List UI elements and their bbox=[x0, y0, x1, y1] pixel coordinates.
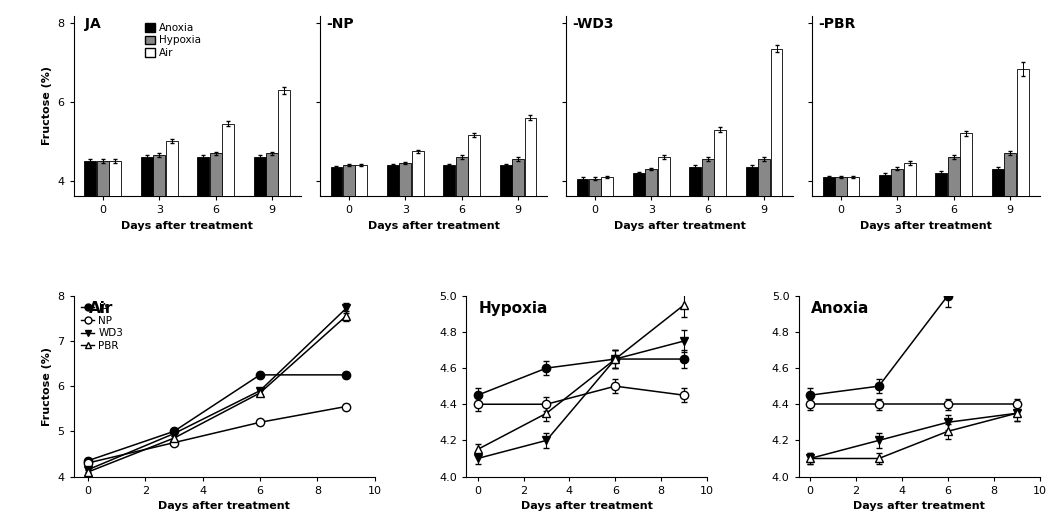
Bar bbox=[153, 155, 165, 338]
X-axis label: Days after treatment: Days after treatment bbox=[613, 221, 746, 231]
Bar bbox=[904, 163, 916, 338]
Bar bbox=[1004, 153, 1016, 338]
X-axis label: Days after treatment: Days after treatment bbox=[853, 501, 985, 511]
Text: Hypoxia: Hypoxia bbox=[478, 301, 547, 316]
Bar bbox=[343, 165, 355, 338]
Legend: JA, NP, WD3, PBR: JA, NP, WD3, PBR bbox=[79, 301, 125, 353]
Bar bbox=[109, 161, 121, 338]
Bar bbox=[387, 165, 399, 338]
X-axis label: Days after treatment: Days after treatment bbox=[159, 501, 290, 511]
Bar bbox=[166, 141, 177, 338]
Legend: Anoxia, Hypoxia, Air: Anoxia, Hypoxia, Air bbox=[143, 21, 204, 60]
Bar bbox=[758, 159, 770, 338]
Bar bbox=[602, 177, 613, 338]
Bar bbox=[589, 179, 601, 338]
Bar bbox=[835, 177, 847, 338]
Bar bbox=[746, 167, 758, 338]
Bar bbox=[141, 157, 152, 338]
Bar bbox=[633, 172, 645, 338]
Bar bbox=[948, 157, 960, 338]
Bar bbox=[525, 118, 537, 338]
Bar bbox=[443, 165, 456, 338]
Bar bbox=[500, 165, 511, 338]
Bar bbox=[512, 159, 524, 338]
Bar bbox=[646, 169, 657, 338]
Bar bbox=[84, 161, 97, 338]
Bar bbox=[456, 157, 467, 338]
Text: JA: JA bbox=[81, 17, 101, 32]
Text: -PBR: -PBR bbox=[819, 17, 856, 32]
Text: -NP: -NP bbox=[327, 17, 354, 32]
Bar bbox=[355, 165, 368, 338]
Bar bbox=[278, 90, 291, 338]
X-axis label: Days after treatment: Days after treatment bbox=[368, 221, 500, 231]
Bar bbox=[657, 157, 670, 338]
Bar bbox=[936, 172, 947, 338]
Bar bbox=[576, 179, 588, 338]
Bar bbox=[266, 153, 278, 338]
Bar bbox=[197, 157, 209, 338]
Text: -WD3: -WD3 bbox=[572, 17, 614, 32]
Bar bbox=[771, 49, 782, 338]
X-axis label: Days after treatment: Days after treatment bbox=[521, 501, 652, 511]
Text: Air: Air bbox=[88, 301, 113, 316]
Bar bbox=[847, 177, 859, 338]
Bar bbox=[399, 163, 412, 338]
Bar bbox=[822, 177, 835, 338]
Bar bbox=[412, 151, 423, 338]
Y-axis label: Fructose (%): Fructose (%) bbox=[42, 347, 51, 426]
Bar bbox=[879, 175, 890, 338]
X-axis label: Days after treatment: Days after treatment bbox=[860, 221, 991, 231]
Bar bbox=[223, 124, 234, 338]
Bar bbox=[961, 134, 972, 338]
Bar bbox=[992, 169, 1004, 338]
Y-axis label: Fructose (%): Fructose (%) bbox=[42, 66, 51, 146]
Bar bbox=[331, 167, 342, 338]
Bar bbox=[690, 167, 701, 338]
Bar bbox=[210, 153, 222, 338]
Bar bbox=[97, 161, 109, 338]
Bar bbox=[701, 159, 714, 338]
Bar bbox=[468, 135, 480, 338]
Bar bbox=[254, 157, 266, 338]
Bar bbox=[1016, 68, 1029, 338]
Bar bbox=[714, 130, 726, 338]
Bar bbox=[891, 169, 903, 338]
Text: Anoxia: Anoxia bbox=[811, 301, 869, 316]
X-axis label: Days after treatment: Days after treatment bbox=[122, 221, 253, 231]
